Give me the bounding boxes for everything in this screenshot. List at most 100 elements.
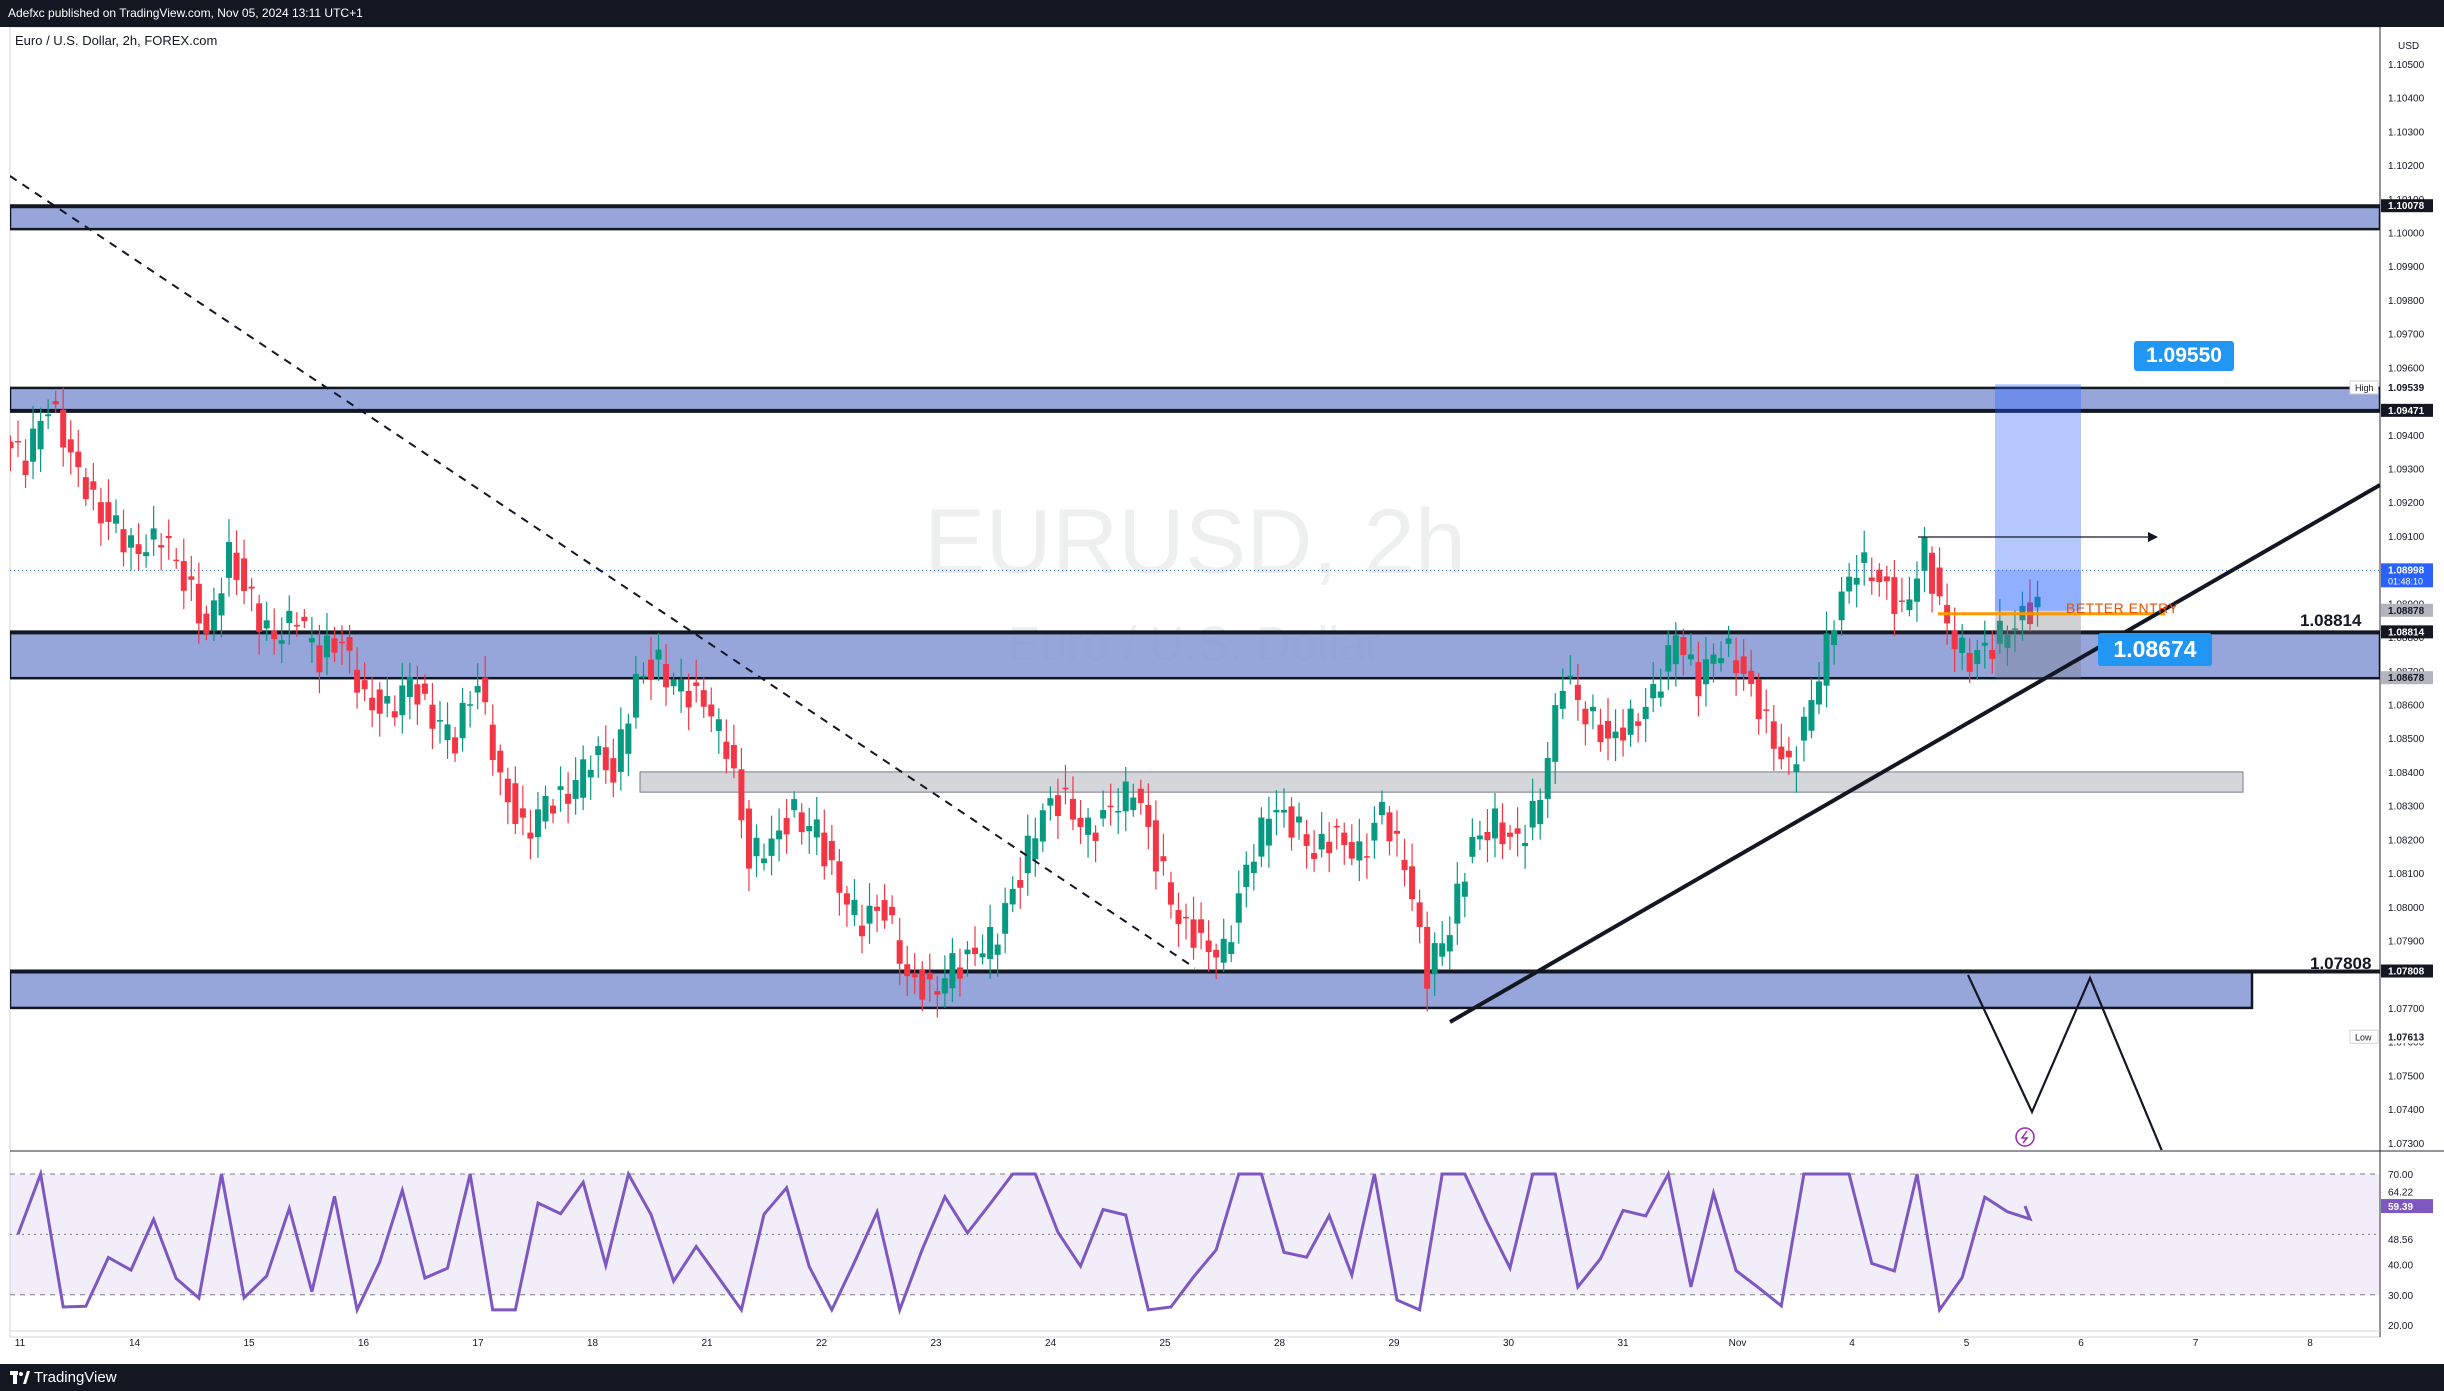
candle-body [1152, 820, 1159, 872]
candle-body [1326, 841, 1333, 854]
time-tick: 17 [472, 1338, 484, 1349]
target-label[interactable]: 1.09550 [2134, 341, 2234, 371]
candle-body [1574, 684, 1581, 701]
candle-body [1145, 804, 1152, 827]
candle-body [1205, 940, 1212, 953]
drawings-layer [10, 175, 2380, 1150]
candle-body [1733, 660, 1740, 674]
candle-body [286, 610, 293, 623]
level-label-1[interactable]: 1.08814 [2300, 611, 2362, 630]
countdown-badge: 01:48:10 [2388, 576, 2423, 586]
price-tick: 1.10400 [2388, 94, 2425, 105]
price-tick: 1.10200 [2388, 161, 2425, 172]
level-label-2[interactable]: 1.07808 [2310, 954, 2372, 973]
better-entry-label[interactable]: BETTER ENTRY [2066, 600, 2179, 616]
price-badge: 1.09471 [2388, 406, 2425, 417]
zone-0 [10, 204, 2380, 231]
candle-body [1891, 577, 1898, 614]
candle-body [105, 502, 112, 522]
rsi-line [16, 1168, 2033, 1316]
candle-body [504, 778, 511, 803]
candle-body [1341, 832, 1348, 845]
candle-body [972, 947, 979, 955]
candle-body [1936, 567, 1943, 597]
price-tick: 1.07700 [2388, 1004, 2425, 1015]
rsi-pane[interactable]: 70.00 64.22 48.56 40.00 30.00 20.00 59.39 [10, 1168, 2433, 1332]
candle-body [874, 906, 881, 911]
candle-body [1725, 638, 1732, 644]
price-tick: 1.09400 [2388, 431, 2425, 442]
price-tick: 1.10000 [2388, 229, 2425, 240]
candle-body [331, 638, 338, 653]
badge-tag: Low [2355, 1032, 2372, 1042]
entry-label[interactable]: 1.08674 [2098, 633, 2212, 666]
candle-body [1092, 832, 1099, 841]
candle-body [1017, 880, 1024, 888]
candle-body [316, 645, 323, 673]
candle-body [1401, 859, 1408, 871]
candle-body [369, 697, 376, 711]
candle-body [1002, 903, 1009, 934]
candle-body [45, 414, 52, 417]
time-tick: 29 [1388, 1338, 1400, 1349]
candle-body [308, 638, 315, 643]
candle-body [1190, 919, 1197, 948]
candle-body [1220, 938, 1227, 963]
candle-body [391, 711, 398, 718]
candle-body [1371, 822, 1378, 841]
candle-body [1883, 576, 1890, 582]
candle-body [625, 723, 632, 754]
candle-body [1793, 764, 1800, 772]
candle-body [798, 812, 805, 833]
candle-body [956, 967, 963, 979]
candle-body [949, 953, 956, 989]
candle-body [2004, 634, 2011, 648]
candle-body [617, 729, 624, 772]
candle-body [1469, 836, 1476, 857]
candle-body [444, 724, 451, 741]
time-tick: 15 [243, 1338, 255, 1349]
time-tick: 4 [1849, 1338, 1855, 1349]
candle-body [994, 944, 1001, 955]
symbol-title[interactable]: Euro / U.S. Dollar, 2h, FOREX.com [15, 33, 218, 48]
candle-body [1589, 706, 1596, 712]
descending-trendline [10, 175, 1196, 969]
price-badge: 1.08878 [2388, 606, 2425, 617]
candle-body [745, 808, 752, 869]
publisher-text: Adefxc published on TradingView.com, Nov… [8, 6, 363, 20]
price-badge: 1.08814 [2388, 627, 2425, 638]
candle-body [896, 940, 903, 964]
candle-body [1461, 881, 1468, 897]
candle-body [1303, 834, 1310, 846]
candle-body [1635, 721, 1642, 726]
candle-body [218, 593, 225, 616]
candle-body [1959, 637, 1966, 653]
rsi-badge: 59.39 [2388, 1202, 2413, 1213]
price-chart[interactable]: EURUSD, 2h Euro / U.S. Dollar 1.105001.1… [0, 27, 2444, 1364]
candle-body [1921, 537, 1928, 571]
candle-body [828, 840, 835, 861]
candle-body [858, 925, 865, 937]
candle-body [1710, 654, 1717, 664]
candle-body [519, 808, 526, 818]
candle-body [452, 737, 459, 754]
badge-tag-bg [2349, 380, 2379, 395]
candle-body [866, 905, 873, 924]
candle-body [293, 624, 300, 627]
candle-body [941, 978, 948, 994]
candle-body [1838, 591, 1845, 621]
price-badge: 1.10078 [2388, 201, 2425, 212]
time-axis[interactable]: 11 14 15 16 17 18 21 22 23 24 25 28 29 30 31 Nov 4 5 6 7 8 [15, 1338, 2313, 1349]
candle-body [2011, 628, 2018, 630]
candle-body [670, 679, 677, 687]
price-axis[interactable]: 1.105001.104001.103001.102001.101001.100… [2349, 60, 2433, 1150]
candle-body [1680, 637, 1687, 656]
price-tick: 1.09100 [2388, 532, 2425, 543]
candle-body [1552, 705, 1559, 762]
candle-body [1861, 552, 1868, 563]
price-badge-bg [2381, 1030, 2433, 1044]
candle-body [1039, 810, 1046, 842]
candle-body [1665, 645, 1672, 672]
candle-body [1409, 866, 1416, 900]
candle-body [1642, 706, 1649, 720]
